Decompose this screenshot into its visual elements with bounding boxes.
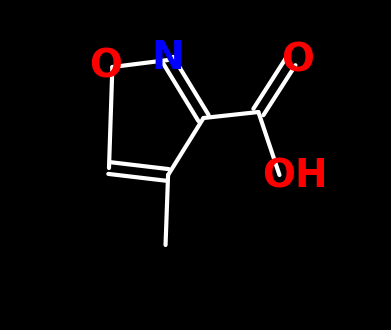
Text: O: O [89,48,122,86]
Text: N: N [152,39,185,77]
Text: O: O [281,41,314,79]
Text: OH: OH [262,158,328,196]
